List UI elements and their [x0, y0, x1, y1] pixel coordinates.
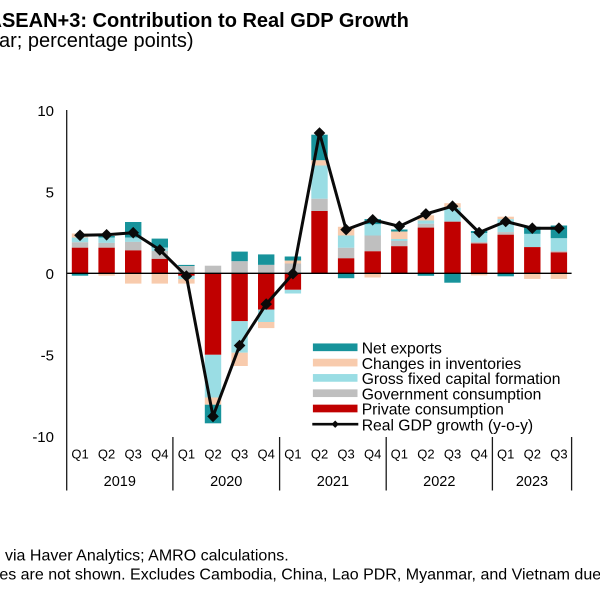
svg-text:Q3: Q3 [231, 446, 248, 461]
svg-text:Q4: Q4 [364, 446, 381, 461]
svg-text:Changes in inventories: Changes in inventories [362, 356, 522, 373]
svg-text:Q2: Q2 [98, 446, 115, 461]
svg-text:Private consumption: Private consumption [362, 402, 504, 419]
svg-text:2021: 2021 [317, 474, 349, 490]
svg-text:Q2: Q2 [311, 446, 328, 461]
svg-text:Q2: Q2 [524, 446, 541, 461]
svg-text:via Haver Analytics; AMRO calc: via Haver Analytics; AMRO calculations. [5, 548, 289, 565]
svg-text:Q3: Q3 [125, 446, 142, 461]
svg-text:2023: 2023 [516, 474, 548, 490]
svg-text:0: 0 [46, 266, 54, 283]
svg-text:10: 10 [37, 103, 54, 120]
svg-text:5: 5 [46, 184, 54, 201]
svg-text:Q2: Q2 [204, 446, 221, 461]
svg-text:Q1: Q1 [497, 446, 514, 461]
svg-text:Q1: Q1 [284, 446, 301, 461]
svg-text:Q4: Q4 [151, 446, 168, 461]
svg-text:Q1: Q1 [178, 446, 195, 461]
svg-text:Q3: Q3 [550, 446, 567, 461]
svg-text:-10: -10 [32, 429, 54, 446]
svg-text:-5: -5 [41, 347, 54, 364]
svg-text:Government consumption: Government consumption [362, 386, 542, 403]
svg-text:Q3: Q3 [444, 446, 461, 461]
svg-text:Q4: Q4 [470, 446, 487, 461]
svg-text:Q1: Q1 [391, 446, 408, 461]
svg-text:Q1: Q1 [71, 446, 88, 461]
svg-text:2020: 2020 [210, 474, 242, 490]
svg-text:2022: 2022 [423, 474, 455, 490]
svg-text:Q3: Q3 [337, 446, 354, 461]
svg-text:Net exports: Net exports [362, 341, 442, 358]
svg-text:2019: 2019 [104, 474, 136, 490]
svg-text:Q4: Q4 [258, 446, 275, 461]
svg-text:Real GDP growth (y-o-y): Real GDP growth (y-o-y) [362, 417, 533, 434]
svg-text:Q2: Q2 [417, 446, 434, 461]
svg-text:ar; percentage points): ar; percentage points) [0, 30, 194, 52]
svg-text:Gross fixed capital formation: Gross fixed capital formation [362, 371, 561, 388]
svg-text:ASEAN+3: Contribution to Real: ASEAN+3: Contribution to Real GDP Growth [0, 10, 409, 32]
svg-text:es are not shown. Excludes Cam: es are not shown. Excludes Cambodia, Chi… [0, 566, 600, 583]
